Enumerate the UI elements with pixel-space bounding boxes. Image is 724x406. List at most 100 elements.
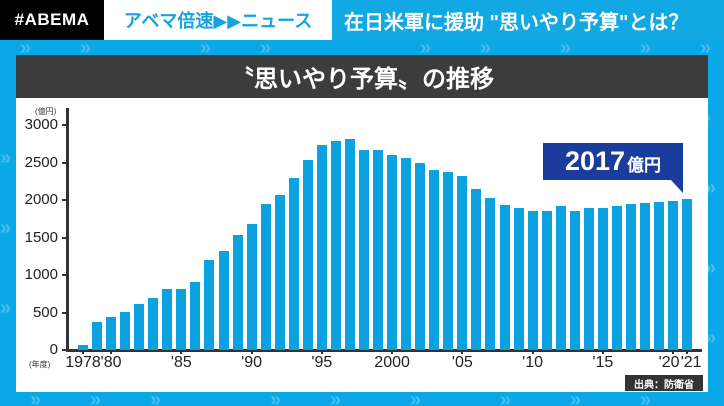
chevron-decoration-icon: » [80,37,92,59]
chevron-decoration-icon: » [705,257,717,279]
bar-2001 [401,158,412,350]
chevron-decoration-icon: » [410,389,422,406]
y-tick-mark [62,349,67,351]
x-tick-mark [531,350,534,354]
chevron-decoration-icon: » [705,177,717,199]
y-tick-mark [62,124,67,126]
y-tick-mark [62,311,67,314]
y-tick-label: 2500 [24,153,58,171]
chevron-decoration-icon: » [0,297,12,319]
x-tick-label: '10 [522,354,544,371]
x-tick-mark [110,350,113,354]
headline: 在日米軍に援助 "思いやり予算"とは？ [332,0,724,40]
bar-2009 [513,207,524,350]
bar-2020 [668,200,679,350]
bar-1984 [162,289,173,350]
x-tick-label: 1978 [65,354,101,371]
x-tick-mark [391,350,394,354]
x-tick-label: '15 [592,354,614,371]
bar-1979 [92,321,103,350]
chart-title: 〝思いやり予算〟の推移 [16,55,708,98]
bar-1994 [302,159,313,350]
bar-2021 [682,198,693,350]
y-tick-label: 3000 [24,116,58,133]
chevron-decoration-icon: » [150,389,162,406]
chevron-decoration-icon: » [640,37,652,59]
x-tick-label: '05 [451,354,473,371]
bar-2007 [485,197,496,350]
y-tick-label: 2000 [24,191,58,208]
abema-logo: #ABEMA [0,0,104,40]
bar-1983 [148,298,159,350]
chevron-decoration-icon: » [570,389,582,406]
chevron-decoration-icon: » [560,37,572,59]
chevron-decoration-icon: » [90,389,102,406]
x-tick-label: '21 [680,354,702,371]
x-tick-label: '90 [241,354,263,371]
bar-1980 [106,317,117,350]
bar-1997 [344,139,355,350]
bar-2011 [541,210,552,350]
bar-2012 [555,206,566,350]
x-tick-label: '85 [170,354,192,371]
bar-1991 [260,203,271,350]
x-tick-label: '20 [658,354,680,371]
x-tick-mark [250,350,253,354]
bar-2006 [471,188,482,350]
bar-1998 [359,149,369,350]
bar-1986 [190,282,201,350]
chevron-decoration-icon: » [20,37,32,59]
x-tick-label: '95 [311,354,333,371]
bar-1985 [176,288,187,350]
bar-1992 [274,194,285,350]
y-tick-label: 1000 [24,266,58,283]
bar-1988 [218,250,229,350]
bar-1981 [120,311,131,350]
y-tick-label: 1500 [24,228,58,246]
bar-2017 [625,203,636,350]
chevron-decoration-icon: » [705,327,717,349]
chevron-decoration-icon: » [480,37,492,59]
y-tick-mark [62,161,67,164]
bar-1995 [316,144,327,350]
chevron-decoration-icon: » [30,389,42,406]
x-tick-mark [686,350,689,354]
chevron-decoration-icon: » [200,37,212,59]
bar-2004 [443,172,454,350]
chevron-decoration-icon: » [700,37,712,59]
callout-pointer [670,179,683,193]
chevron-decoration-icon: » [260,37,272,59]
bar-2014 [583,208,594,350]
y-tick-mark [62,236,67,239]
chevron-decoration-icon: » [0,217,12,239]
bar-2013 [569,210,580,350]
bar-2002 [415,162,426,350]
x-tick-mark [672,350,675,354]
chevron-decoration-icon: » [330,389,342,406]
top-banner: #ABEMA アベマ倍速▶▶ニュース 在日米軍に援助 "思いやり予算"とは？ [0,0,724,40]
bar-1999 [373,149,384,350]
x-tick-mark [461,350,464,354]
chevron-decoration-icon: » [270,389,282,406]
callout-unit: 億円 [627,156,662,175]
x-axis-line [66,349,702,352]
chevron-decoration-icon: » [0,147,12,169]
bar-1990 [246,224,257,350]
bar-2008 [499,205,510,350]
x-tick-mark [601,350,604,354]
x-tick-mark [320,350,323,354]
bar-2003 [429,170,440,350]
bar-1982 [134,304,145,350]
x-tick-mark [180,350,183,354]
x-tick-label: 2000 [374,354,410,371]
bar-1989 [232,234,243,350]
y-axis-line [66,108,69,352]
x-axis-unit: (年度) [29,360,51,369]
bar-1996 [330,140,341,350]
show-title: アベマ倍速▶▶ニュース [104,0,332,40]
bar-2000 [387,155,398,350]
y-tick-mark [62,274,67,276]
y-axis-unit: (億円) [35,107,57,116]
bar-2018 [640,203,650,350]
